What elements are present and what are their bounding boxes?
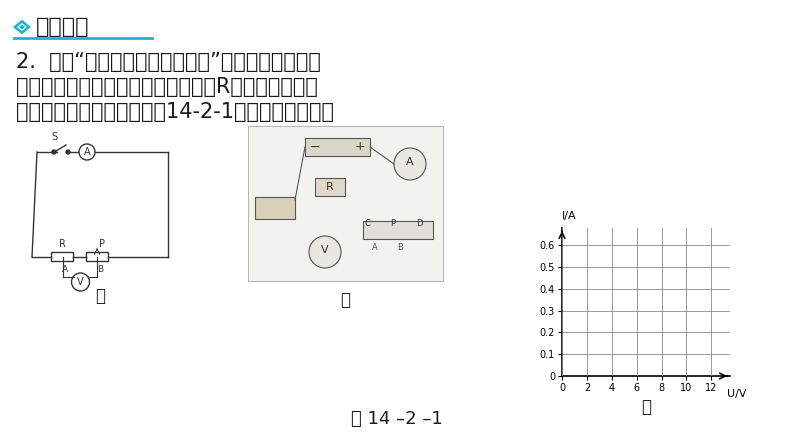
Bar: [305, 138, 370, 156]
Text: 乙: 乙: [340, 291, 350, 309]
Text: 丙: 丙: [641, 398, 651, 416]
Polygon shape: [17, 23, 27, 31]
Text: B: B: [97, 265, 103, 274]
Text: B: B: [397, 243, 403, 252]
Text: A: A: [407, 157, 414, 167]
Text: P: P: [99, 239, 105, 249]
Text: P: P: [391, 219, 395, 228]
Bar: [51, 252, 73, 261]
Text: U/V: U/V: [727, 389, 746, 399]
Text: 图 14 –2 –1: 图 14 –2 –1: [351, 410, 443, 428]
Text: 表和滑动变阻器连接了如图14-2-1甲所示的电路图。: 表和滑动变阻器连接了如图14-2-1甲所示的电路图。: [16, 102, 334, 122]
Text: 2.  在做“探究电流与电压的关系”的实验中，小明使: 2. 在做“探究电流与电压的关系”的实验中，小明使: [16, 52, 321, 72]
Text: D: D: [416, 219, 422, 228]
Circle shape: [79, 144, 95, 160]
Bar: [363, 221, 433, 239]
Text: R: R: [326, 182, 333, 192]
Text: A: A: [372, 243, 378, 252]
Circle shape: [71, 273, 90, 291]
Text: 课堂演练: 课堂演练: [36, 17, 90, 37]
Circle shape: [52, 150, 56, 154]
Bar: [255, 197, 295, 219]
Bar: [315, 178, 345, 196]
Circle shape: [66, 150, 70, 154]
Text: V: V: [322, 245, 329, 255]
Polygon shape: [19, 25, 25, 30]
Text: S: S: [51, 132, 57, 142]
Text: A: A: [62, 265, 68, 274]
Text: I/A: I/A: [562, 211, 576, 221]
Polygon shape: [12, 19, 32, 35]
Text: R: R: [59, 239, 65, 249]
Text: −: −: [310, 140, 320, 153]
Text: C: C: [364, 219, 370, 228]
Text: V: V: [77, 277, 84, 287]
Bar: [86, 252, 108, 261]
Text: 用电源、开关、导线若干、定值电阻R、电流表、电压: 用电源、开关、导线若干、定值电阻R、电流表、电压: [16, 77, 318, 97]
Circle shape: [394, 148, 426, 180]
Text: 甲: 甲: [95, 287, 105, 305]
Text: +: +: [355, 140, 365, 153]
Bar: [248, 126, 443, 281]
Circle shape: [309, 236, 341, 268]
Text: A: A: [83, 147, 91, 157]
